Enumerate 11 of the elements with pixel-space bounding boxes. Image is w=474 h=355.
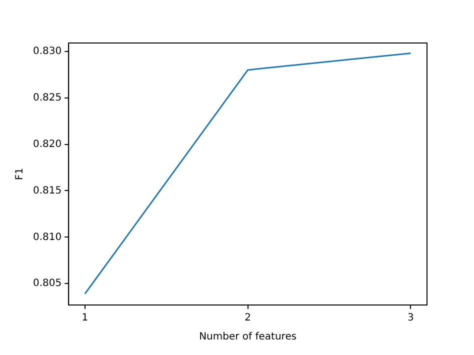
y-tick-label: 0.825 bbox=[32, 92, 62, 104]
x-axis-title: Number of features bbox=[199, 332, 297, 343]
y-tick-label: 0.805 bbox=[32, 278, 62, 290]
x-tick-label: 3 bbox=[408, 312, 414, 324]
y-axis-title: F1 bbox=[14, 168, 26, 180]
y-tick-label: 0.810 bbox=[32, 232, 62, 243]
y-tick-label: 0.815 bbox=[32, 185, 62, 196]
x-tick-label: 2 bbox=[244, 312, 251, 324]
x-tick-label: 1 bbox=[82, 312, 88, 324]
y-tick-label: 0.830 bbox=[32, 46, 62, 57]
y-tick-label: 0.820 bbox=[32, 138, 62, 150]
